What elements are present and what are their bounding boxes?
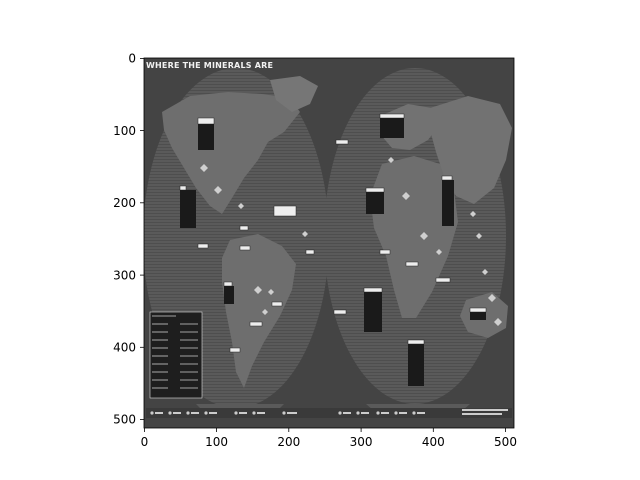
legend-panel [149,311,203,399]
info-panel-australia [470,312,486,320]
north-america [162,92,300,214]
y-tick-label: 200 [113,196,136,210]
x-tick-label: 500 [494,435,517,449]
region-label-box [441,175,453,181]
x-tick-label: 400 [422,435,445,449]
mineral-marker [262,309,268,315]
region-label-box [229,347,241,353]
region-label-box [333,309,347,315]
mineral-marker [402,192,410,200]
mineral-marker [200,164,208,172]
mineral-marker [420,232,428,240]
mineral-marker [254,286,262,294]
info-panel-middle-east [366,192,384,214]
region-label-box [239,245,251,251]
region-label-box [197,243,209,249]
x-tick-labels: 0 100 200 300 400 500 [141,435,517,449]
info-panel-southern-africa [408,344,424,386]
info-panel-north-america-west [198,124,214,150]
info-panels [149,118,486,399]
mineral-marker [494,318,502,326]
region-label-box [179,185,187,191]
y-tick-label: 500 [113,413,136,427]
region-label-box [305,249,315,255]
region-label-box [405,261,419,267]
x-tick-label: 0 [141,435,149,449]
y-tick-label: 0 [128,52,136,66]
mineral-marker [482,269,488,275]
mineral-markers [200,157,502,326]
image-title: WHERE THE MINERALS ARE [146,61,273,70]
region-label-box [271,301,283,307]
region-label-box [273,205,297,217]
mineral-marker [214,186,222,194]
bottom-legend-strip [146,408,512,418]
region-label-box [365,187,385,193]
region-label-box [469,307,487,313]
y-tick-label: 100 [113,124,136,138]
region-label-box [223,281,233,287]
x-axis [143,428,506,432]
region-label-box [239,225,249,231]
mineral-marker [388,157,394,163]
info-panel-north-america [180,190,196,228]
x-tick-label: 100 [205,435,228,449]
south-america [222,234,296,388]
info-panel-africa [364,292,382,332]
region-label-box [379,113,405,119]
mineral-marker [268,289,274,295]
region-label-boxes [179,113,487,353]
mineral-marker [238,203,244,209]
legend-rows [152,315,198,389]
region-label-box [363,287,383,293]
map-image: WHERE THE MINERALS ARE [144,58,514,428]
africa [370,156,458,318]
axes-frame [143,57,515,429]
region-label-box [435,277,451,283]
y-tick-label: 400 [113,341,136,355]
region-label-box [249,321,263,327]
x-tick-label: 200 [277,435,300,449]
y-tick-labels: 0 100 200 300 400 500 [113,52,136,427]
mineral-marker [470,211,476,217]
mineral-marker [302,231,308,237]
bottom-legend-items [150,409,508,415]
region-label-box [407,339,425,345]
y-axis [140,58,144,420]
region-label-box [379,249,391,255]
mineral-marker [488,294,496,302]
region-label-box [197,117,215,125]
info-panel-europe [380,118,404,138]
y-tick-label: 300 [113,268,136,282]
region-label-box [335,139,349,145]
info-panel-asia [442,180,454,226]
greenland [270,76,318,112]
mineral-marker [476,233,482,239]
x-tick-label: 300 [350,435,373,449]
info-panel-south-america [224,286,234,304]
mineral-marker [436,249,442,255]
